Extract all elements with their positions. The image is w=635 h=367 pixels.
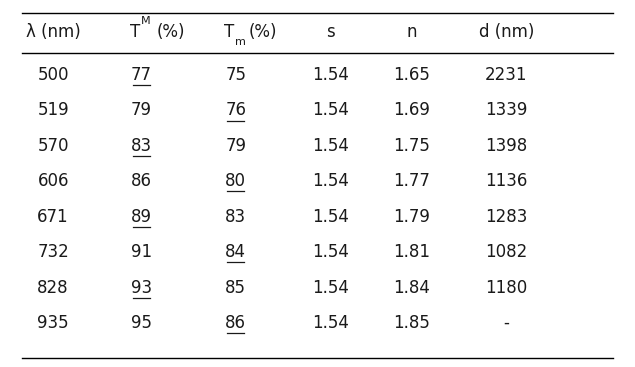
Text: 86: 86 xyxy=(225,314,246,332)
Text: 85: 85 xyxy=(225,279,246,297)
Text: 76: 76 xyxy=(225,102,246,120)
Text: M: M xyxy=(140,16,150,26)
Text: 519: 519 xyxy=(37,102,69,120)
Text: 2231: 2231 xyxy=(485,66,528,84)
Text: 79: 79 xyxy=(131,102,152,120)
Text: 77: 77 xyxy=(131,66,152,84)
Text: 1339: 1339 xyxy=(485,102,528,120)
Text: 80: 80 xyxy=(225,172,246,190)
Text: 1.75: 1.75 xyxy=(394,137,431,155)
Text: 91: 91 xyxy=(131,243,152,261)
Text: 1398: 1398 xyxy=(485,137,528,155)
Text: 86: 86 xyxy=(131,172,152,190)
Text: 1.85: 1.85 xyxy=(394,314,431,332)
Text: 1.54: 1.54 xyxy=(312,172,349,190)
Text: 83: 83 xyxy=(225,208,246,226)
Text: 83: 83 xyxy=(131,137,152,155)
Text: 732: 732 xyxy=(37,243,69,261)
Text: 1.65: 1.65 xyxy=(394,66,431,84)
Text: -: - xyxy=(504,314,509,332)
Text: 95: 95 xyxy=(131,314,152,332)
Text: 1.84: 1.84 xyxy=(394,279,431,297)
Text: 79: 79 xyxy=(225,137,246,155)
Text: 1.54: 1.54 xyxy=(312,279,349,297)
Text: 570: 570 xyxy=(37,137,69,155)
Text: 1136: 1136 xyxy=(485,172,528,190)
Text: 84: 84 xyxy=(225,243,246,261)
Text: 500: 500 xyxy=(37,66,69,84)
Text: 75: 75 xyxy=(225,66,246,84)
Text: 1.77: 1.77 xyxy=(394,172,431,190)
Text: 1.54: 1.54 xyxy=(312,137,349,155)
Text: s: s xyxy=(326,23,335,41)
Text: 1.81: 1.81 xyxy=(394,243,431,261)
Text: 93: 93 xyxy=(131,279,152,297)
Text: 89: 89 xyxy=(131,208,152,226)
Text: 1.79: 1.79 xyxy=(394,208,431,226)
Text: n: n xyxy=(406,23,417,41)
Text: 1.54: 1.54 xyxy=(312,314,349,332)
Text: d (nm): d (nm) xyxy=(479,23,534,41)
Text: 935: 935 xyxy=(37,314,69,332)
Text: 1.54: 1.54 xyxy=(312,66,349,84)
Text: 1082: 1082 xyxy=(485,243,528,261)
Text: (%): (%) xyxy=(157,23,185,41)
Text: 1180: 1180 xyxy=(485,279,528,297)
Text: 1.54: 1.54 xyxy=(312,208,349,226)
Text: 1.54: 1.54 xyxy=(312,102,349,120)
Text: λ (nm): λ (nm) xyxy=(26,23,81,41)
Text: 1283: 1283 xyxy=(485,208,528,226)
Text: m: m xyxy=(235,37,246,47)
Text: 1.54: 1.54 xyxy=(312,243,349,261)
Text: (%): (%) xyxy=(248,23,277,41)
Text: T: T xyxy=(130,23,140,41)
Text: 606: 606 xyxy=(37,172,69,190)
Text: 671: 671 xyxy=(37,208,69,226)
Text: 1.69: 1.69 xyxy=(394,102,431,120)
Text: T: T xyxy=(224,23,234,41)
Text: 828: 828 xyxy=(37,279,69,297)
